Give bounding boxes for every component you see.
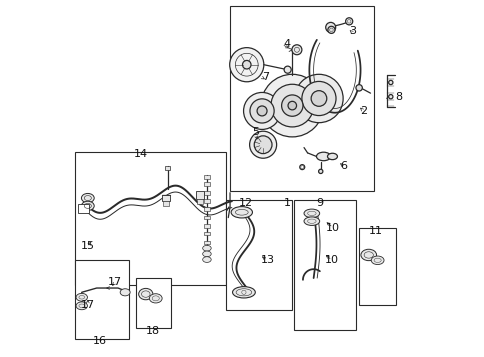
Text: 10: 10 [324,255,338,265]
Text: 14: 14 [134,149,148,159]
Ellipse shape [202,245,211,251]
Circle shape [284,66,290,73]
Text: 15: 15 [81,241,94,251]
Ellipse shape [360,249,376,261]
Bar [204,207,210,211]
Bar [358,228,395,305]
Circle shape [311,91,326,106]
Ellipse shape [202,251,211,257]
Bar [196,199,203,204]
Bar [75,260,128,338]
Bar [204,191,210,195]
Circle shape [242,60,251,69]
Circle shape [249,131,276,158]
Text: 10: 10 [326,222,339,232]
Ellipse shape [303,209,319,218]
Bar [204,216,210,220]
Ellipse shape [138,288,152,300]
Bar [204,241,210,244]
Circle shape [325,22,335,32]
Ellipse shape [76,302,87,310]
Text: 8: 8 [394,92,402,102]
Bar [226,200,292,310]
Ellipse shape [120,289,130,296]
Text: 3: 3 [348,26,356,36]
Circle shape [281,95,302,116]
Circle shape [243,92,280,130]
Text: 5: 5 [251,127,258,137]
Circle shape [301,81,335,116]
Circle shape [327,26,334,34]
Ellipse shape [232,287,255,298]
Circle shape [229,47,263,82]
Bar [229,6,373,191]
Circle shape [345,18,352,25]
Bar [204,175,210,178]
Text: 2: 2 [359,106,366,116]
Bar [165,166,170,170]
Circle shape [318,169,322,174]
Circle shape [271,84,313,127]
Text: 18: 18 [146,326,160,336]
Text: 12: 12 [239,198,253,208]
Bar [204,199,210,203]
Bar [162,195,169,201]
Circle shape [254,136,272,154]
Text: 9: 9 [316,198,323,208]
Ellipse shape [81,193,94,203]
Ellipse shape [231,207,252,218]
Text: 13: 13 [260,255,274,265]
Text: 11: 11 [368,226,382,236]
Circle shape [291,45,301,55]
Circle shape [257,106,267,116]
Circle shape [388,80,392,85]
Circle shape [388,95,392,99]
Ellipse shape [370,256,383,265]
Bar [204,232,210,235]
Circle shape [249,99,273,123]
Circle shape [260,74,323,137]
Circle shape [294,74,343,123]
Text: 6: 6 [339,161,346,171]
Text: 7: 7 [262,72,269,82]
Bar [293,200,356,330]
Ellipse shape [81,201,94,211]
Bar [195,191,204,199]
Ellipse shape [316,152,330,161]
Bar [136,278,171,328]
Text: 17: 17 [80,300,95,310]
Text: 4: 4 [283,39,289,49]
Text: 16: 16 [93,336,107,346]
Text: 17: 17 [108,277,122,287]
Bar [204,182,210,186]
Bar [75,152,226,285]
Bar [204,224,210,227]
Bar [163,201,168,206]
Ellipse shape [327,153,337,160]
Circle shape [355,85,362,91]
Ellipse shape [202,257,211,262]
Bar [78,204,89,213]
Ellipse shape [149,294,162,303]
Circle shape [287,101,296,110]
Text: 1: 1 [283,198,290,208]
Ellipse shape [76,293,87,301]
Ellipse shape [303,217,319,225]
